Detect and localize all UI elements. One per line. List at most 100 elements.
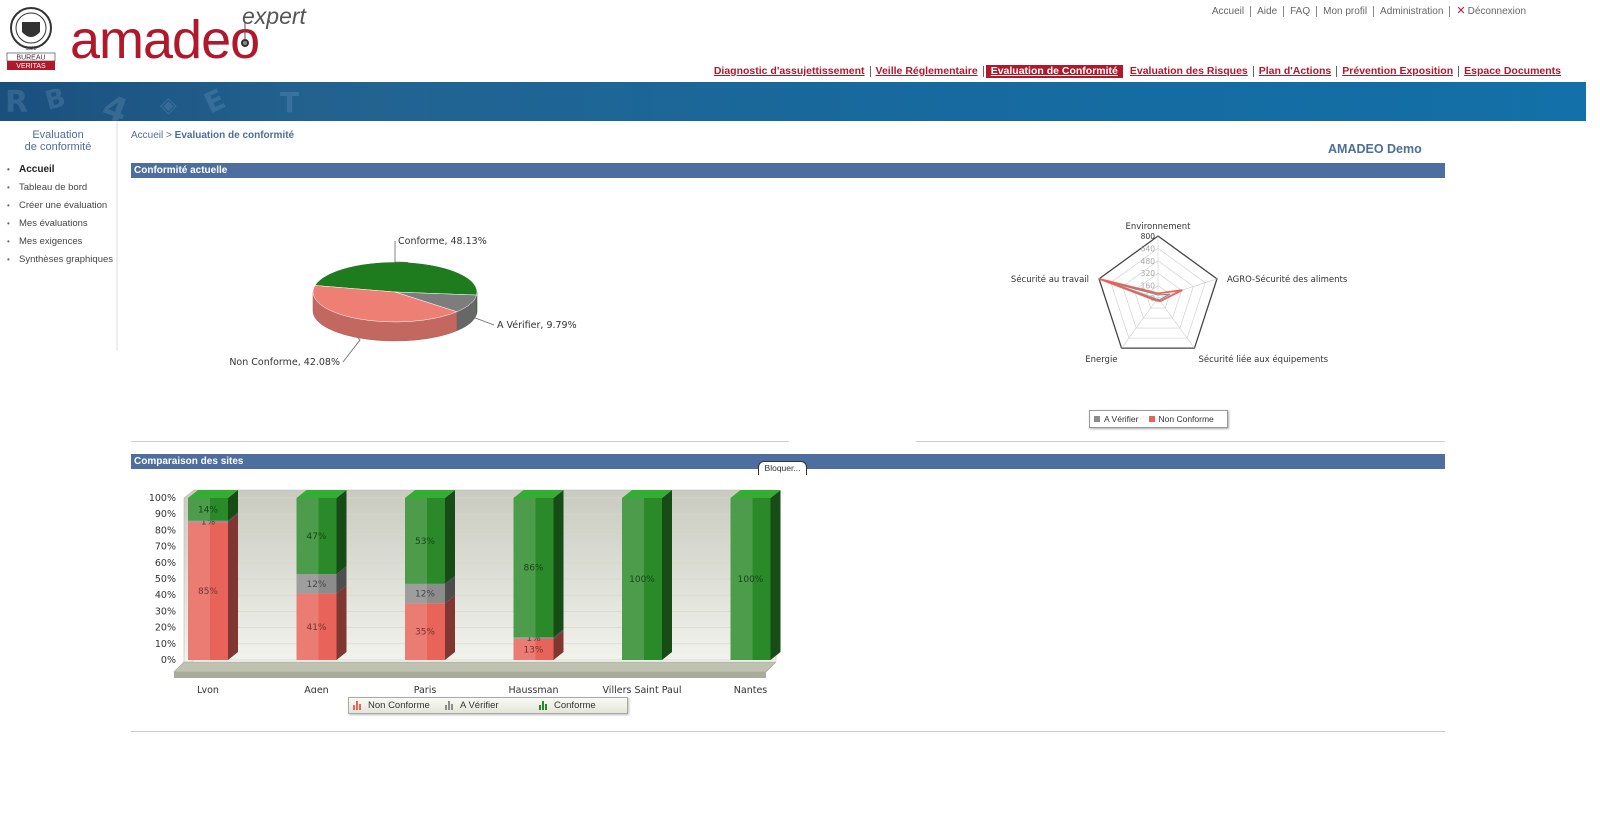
app-suffix: expert: [242, 3, 308, 29]
bar-category-label: Nantes: [734, 685, 768, 693]
pie-label-1: A Vérifier, 9.79%: [497, 320, 577, 331]
bureau-veritas-logo[interactable]: BUREAU VERITAS 1828: [4, 2, 58, 70]
svg-text:B: B: [42, 83, 69, 117]
top-link-faq[interactable]: FAQ: [1284, 6, 1318, 17]
nav-prevention[interactable]: Prévention Exposition: [1337, 66, 1460, 77]
bar-segment-highlight: [296, 593, 319, 660]
radar-axis-label-2: Sécurité liée aux équipements: [1198, 354, 1328, 365]
bar-top-cap: [188, 490, 238, 498]
nav-plan-actions[interactable]: Plan d'Actions: [1254, 66, 1338, 77]
bar-top-cap: [405, 490, 455, 498]
close-icon: ✕: [1456, 5, 1466, 17]
bar-value-label: 47%: [306, 532, 326, 542]
bv-line2: VERITAS: [16, 63, 46, 70]
bar-segment: [296, 498, 337, 575]
breadcrumb-current: Evaluation de conformité: [174, 130, 295, 141]
bar-floor-front: [174, 672, 766, 678]
bar-segment: [513, 637, 554, 639]
sidebar-item-accueil[interactable]: Accueil: [0, 163, 116, 181]
nav-evaluation-conformite[interactable]: Evaluation de Conformité: [985, 65, 1123, 78]
bar-legend-label: A Vérifier: [460, 700, 499, 711]
bar-value-label: 12%: [415, 590, 435, 600]
top-links: Accueil Aide FAQ Mon profil Administrati…: [1206, 6, 1532, 17]
bar-ytick-label: 70%: [155, 542, 176, 553]
nav-espace-documents[interactable]: Espace Documents: [1464, 65, 1561, 77]
sidebar-item-mes-exigences[interactable]: Mes exigences: [0, 235, 116, 253]
pie-label-0: Conforme, 48.13%: [398, 236, 487, 247]
amadeo-expert-logo[interactable]: amadeo expert: [70, 2, 330, 66]
pie-leader-line-0: [394, 241, 409, 263]
bv-line1: BUREAU: [16, 55, 45, 62]
bar-ytick-label: 0%: [161, 655, 176, 666]
top-link-administration[interactable]: Administration: [1374, 6, 1451, 17]
bar-legend-non-conforme: Non Conforme: [353, 700, 430, 711]
nav-veille[interactable]: Veille Réglementaire: [871, 66, 984, 77]
sidebar: Evaluation de conformité Accueil Tableau…: [0, 121, 118, 351]
radar-legend-swatch: [1148, 416, 1155, 422]
nav-diagnostic[interactable]: Diagnostic d'assujettissement: [709, 66, 871, 77]
bar-ytick-label: 60%: [155, 558, 176, 569]
top-link-mon-profil[interactable]: Mon profil: [1317, 6, 1375, 17]
bar-segment-side: [336, 585, 347, 660]
top-link-deconnexion[interactable]: ✕ Déconnexion: [1450, 5, 1532, 18]
svg-text:R: R: [5, 85, 28, 120]
pie-leader-line-2: [342, 337, 361, 363]
radar-legend-label: Non Conforme: [1158, 414, 1214, 424]
bar-segment-side: [662, 490, 672, 660]
bar-value-label: 1%: [201, 517, 216, 527]
bar-chart-icon: [539, 701, 548, 710]
header-banner: R B 4 ◈ E T: [0, 82, 1586, 121]
bar-segment: [513, 498, 554, 638]
bar-segment-side: [553, 629, 564, 639]
breadcrumb-home[interactable]: Accueil: [131, 130, 164, 141]
pie-slice-2: [312, 285, 458, 323]
radar-axis-2: [1157, 297, 1195, 349]
bar-segment: [405, 603, 445, 660]
bar-segment-side: [553, 630, 564, 660]
radar-tick-label: 640: [1141, 244, 1156, 253]
bar-segment-side: [228, 512, 238, 523]
bar-legend-label: Conforme: [554, 700, 596, 711]
sidebar-item-creer-evaluation[interactable]: Créer une évaluation: [0, 199, 116, 217]
bar-segment-side: [228, 490, 238, 521]
bar-segment: [188, 498, 228, 521]
bar-segment: [405, 583, 445, 604]
pie-chart: Conforme, 48.13% A Vérifier, 9.79% Non Con…: [229, 236, 577, 368]
radar-axis-label-3: Energie: [1085, 355, 1117, 365]
bar-segment-highlight: [622, 498, 644, 660]
svg-text:E: E: [199, 82, 230, 120]
bar-segment-highlight: [188, 522, 210, 660]
deconnexion-label: Déconnexion: [1467, 6, 1526, 17]
radar-legend: A Vérifier Non Conforme: [1089, 410, 1228, 428]
bar-value-label: 100%: [629, 575, 655, 585]
bloquer-button[interactable]: Bloquer...: [758, 461, 807, 475]
bar-segment-highlight: [513, 637, 536, 639]
top-link-accueil[interactable]: Accueil: [1206, 6, 1252, 17]
sidebar-item-mes-evaluations[interactable]: Mes évaluations: [0, 217, 116, 235]
sidebar-item-tableau-de-bord[interactable]: Tableau de bord: [0, 181, 116, 199]
bar-segment: [296, 574, 337, 594]
bar-value-label: 85%: [198, 587, 218, 597]
sidebar-item-syntheses[interactable]: Synthèses graphiques: [0, 253, 116, 271]
pie-leader-line-1: [469, 303, 495, 326]
top-link-aide[interactable]: Aide: [1251, 6, 1285, 17]
bar-segment: [188, 520, 228, 523]
radar-legend-non-conforme: Non Conforme: [1148, 414, 1214, 424]
bar-top-cap: [513, 490, 564, 498]
radar-axis-label-4: Sécurité au travail: [1011, 274, 1089, 285]
bar-segment: [296, 593, 337, 660]
nav-evaluation-risques[interactable]: Evaluation des Risques: [1125, 66, 1254, 77]
bar-floor: [173, 661, 777, 673]
bv-year: 1828: [25, 46, 36, 52]
bar-segment-highlight: [730, 498, 753, 660]
svg-text:◈: ◈: [160, 93, 177, 118]
bar-value-label: 53%: [415, 537, 435, 547]
bar-segment-side: [336, 566, 347, 594]
bar-ytick-label: 20%: [155, 623, 176, 634]
sidebar-title-line1: Evaluation: [32, 129, 84, 141]
divider-left: [131, 441, 789, 442]
sidebar-menu: Accueil Tableau de bord Créer une évalua…: [0, 163, 116, 271]
divider-right: [916, 441, 1445, 442]
radar-tick-label: 320: [1141, 269, 1156, 278]
radar-tick-label: 160: [1141, 282, 1156, 291]
